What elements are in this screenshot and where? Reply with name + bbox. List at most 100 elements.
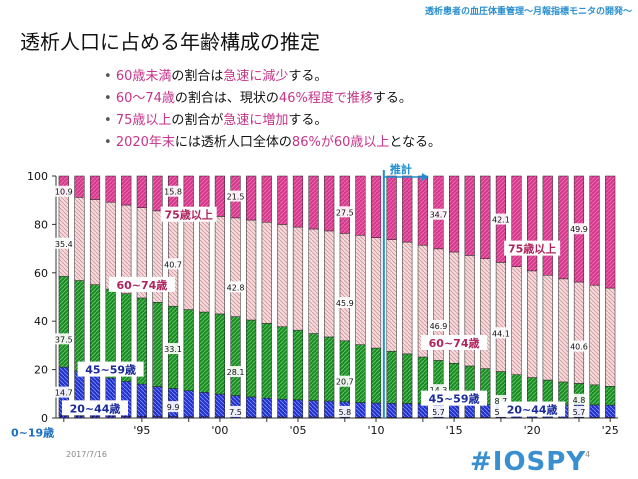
region-label: 20~44歳 (70, 401, 121, 415)
bar-segment-75-plus (589, 175, 600, 286)
bar-segment-60-74 (542, 274, 553, 381)
value-label-bg (225, 281, 246, 293)
bar-segment-60-74 (89, 199, 101, 285)
age-composition-chart: 0 20 40 60 80 100 '95 '00 '05 '10 '15 '20 '25 推計 10.9 3… (4, 162, 619, 440)
bar-segment-20-44 (355, 402, 366, 418)
value-label: 15.8 (164, 188, 182, 197)
bar-segment-60-74 (527, 270, 538, 378)
x-tick-label: '00 (211, 424, 228, 437)
value-label: 44.1 (492, 329, 510, 338)
bar-segment-20-44 (261, 397, 272, 418)
bar-segment-75-plus (542, 175, 553, 276)
bar-segment-20-44 (324, 400, 335, 418)
region-label: 20~44歳 (507, 403, 558, 417)
bar-segment-75-plus (355, 175, 366, 236)
bar-segment-0-19 (74, 415, 85, 419)
bar-segment-20-44 (277, 398, 288, 418)
bar-segment-45-59 (152, 302, 163, 387)
bar-segment-60-74 (324, 230, 335, 338)
value-label-bg (163, 258, 184, 270)
bullet-text: の割合は、現状の (174, 91, 279, 106)
bar-segment-20-44 (402, 403, 413, 418)
value-label-bg (568, 405, 589, 417)
bar-segment-75-plus (511, 175, 522, 267)
bar-segment-75-plus (527, 175, 538, 272)
value-label: 42.1 (492, 216, 510, 225)
bar-segment-20-44 (246, 396, 257, 418)
region-label-bg (4, 424, 61, 440)
bar-segment-20-44 (199, 392, 210, 418)
bar-segment-20-44 (464, 403, 475, 418)
bar-segment-60-74 (386, 239, 397, 352)
value-label-bg (163, 185, 184, 197)
bar-segment-75-plus (417, 175, 428, 246)
bar-segment-60-74 (402, 241, 413, 355)
y-tick-label: 0 (41, 412, 48, 425)
x-tick-label: '15 (446, 424, 463, 437)
bar-segment-60-74 (246, 219, 257, 321)
region-label: 45~59歳 (85, 363, 136, 377)
y-tick-label: 40 (34, 315, 48, 328)
x-tick-label: '95 (133, 424, 150, 437)
bar-segment-45-59 (246, 319, 257, 398)
value-label: 14.7 (55, 389, 73, 398)
bar-segment-0-19 (136, 416, 147, 419)
bar-segment-45-59 (558, 381, 569, 406)
value-label-bg (334, 405, 355, 417)
bullet-highlight: 急速に減少 (223, 69, 289, 84)
value-label: 42.8 (227, 283, 245, 292)
value-label-bg (163, 343, 184, 355)
bar-segment-60-74 (558, 278, 569, 383)
region-label: 60~74歳 (116, 278, 167, 292)
bar-segment-75-plus (105, 175, 116, 203)
bar-segment-20-44 (308, 400, 319, 418)
bar-segment-75-plus (480, 175, 491, 260)
bar-segment-75-plus (74, 175, 85, 198)
bullet-highlight: 46%程度で推移 (278, 91, 373, 106)
value-label-bg (334, 375, 355, 387)
value-label-bg (568, 223, 589, 235)
bar-segment-75-plus (370, 175, 382, 238)
region-label-bg (421, 390, 488, 406)
bar-segment-20-44 (480, 404, 491, 418)
value-label: 34.7 (430, 211, 448, 220)
value-label-bg (163, 401, 184, 413)
value-label-bg (225, 366, 246, 378)
bar-segment-75-plus (292, 175, 304, 228)
bullet-item: 60歳未満の割合は急速に減少する。 (104, 66, 441, 88)
bullet-highlight: 60歳未満 (115, 69, 172, 84)
region-label-bg (504, 240, 561, 256)
bar-segment-45-59 (402, 353, 413, 404)
value-label: 5.7 (573, 408, 586, 417)
y-tick-label: 60 (34, 267, 48, 280)
bar-segment-20-44 (589, 404, 600, 418)
value-label: 27.5 (336, 208, 354, 217)
bullet-text: する。 (372, 91, 412, 106)
value-label-bg (225, 405, 246, 417)
value-label: 46.9 (430, 322, 448, 331)
value-label: 10.9 (55, 188, 73, 197)
bullet-highlight: 急速に増加 (223, 113, 289, 128)
bar-segment-45-59 (214, 313, 226, 395)
page-number: 4 (585, 450, 591, 459)
bar-segment-75-plus (402, 175, 413, 243)
value-label: 5.8 (338, 408, 351, 417)
bar-segment-60-74 (308, 228, 319, 334)
region-label-bg (77, 361, 144, 377)
bar-segment-60-74 (495, 262, 507, 372)
y-tick-label: 80 (34, 218, 48, 231)
bar-segment-60-74 (589, 284, 600, 386)
bar-segment-60-74 (355, 235, 366, 345)
bullet-text: する。 (288, 69, 328, 84)
value-label: 21.5 (227, 193, 245, 202)
value-label: 7.5 (229, 408, 242, 417)
x-tick-label: '20 (524, 424, 541, 437)
value-label: 37.5 (55, 335, 73, 344)
iospy-logo: #IOSPY (470, 447, 587, 477)
region-label: 75歳以上 (165, 208, 213, 222)
bar-segment-45-59 (199, 311, 210, 393)
value-label-bg (334, 297, 355, 309)
bar-segment-20-44 (417, 403, 428, 418)
value-label-bg (428, 384, 449, 396)
value-label-bg (53, 333, 74, 345)
